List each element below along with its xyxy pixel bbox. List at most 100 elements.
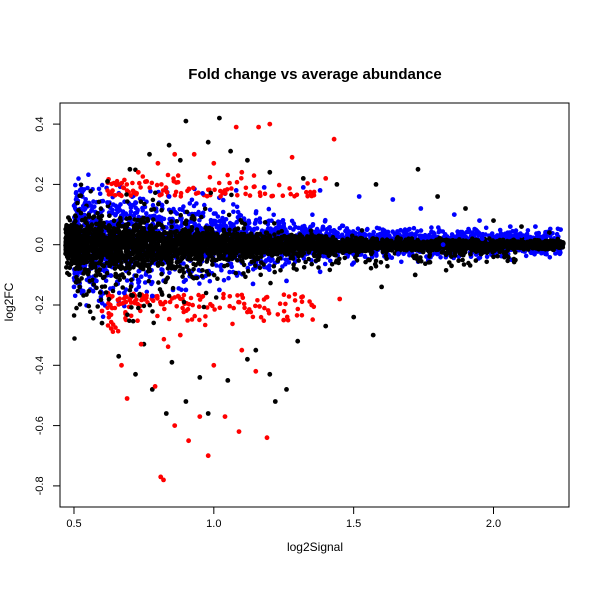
data-point bbox=[235, 193, 240, 198]
data-point bbox=[134, 297, 139, 302]
data-point bbox=[505, 230, 510, 235]
data-point bbox=[281, 292, 287, 298]
data-point bbox=[304, 189, 309, 195]
data-point bbox=[294, 192, 300, 198]
data-point bbox=[172, 209, 178, 215]
data-point bbox=[118, 202, 123, 207]
data-point bbox=[227, 303, 232, 309]
data-point bbox=[167, 270, 172, 276]
data-point bbox=[234, 204, 240, 210]
data-point bbox=[528, 234, 533, 240]
data-point bbox=[554, 231, 560, 237]
data-point bbox=[202, 322, 208, 328]
data-point bbox=[169, 224, 174, 230]
data-point bbox=[221, 197, 226, 203]
data-point bbox=[172, 192, 178, 198]
data-point bbox=[113, 212, 118, 218]
data-point bbox=[287, 225, 293, 231]
data-point bbox=[179, 287, 184, 293]
data-point bbox=[235, 258, 240, 263]
data-point bbox=[294, 313, 300, 318]
data-point bbox=[115, 206, 121, 212]
data-point bbox=[124, 188, 130, 193]
data-point bbox=[466, 228, 472, 233]
data-point bbox=[431, 233, 437, 239]
data-point bbox=[190, 302, 195, 308]
data-point bbox=[197, 297, 203, 302]
data-point bbox=[257, 219, 263, 225]
data-point bbox=[170, 253, 176, 259]
data-point bbox=[181, 292, 187, 298]
data-point bbox=[77, 188, 83, 193]
data-point bbox=[484, 254, 490, 259]
data-point bbox=[234, 179, 240, 185]
data-point bbox=[308, 224, 313, 230]
data-point bbox=[167, 299, 173, 305]
data-point bbox=[270, 257, 275, 262]
data-point bbox=[324, 227, 330, 232]
data-point bbox=[257, 190, 263, 195]
data-point bbox=[164, 189, 170, 195]
data-point bbox=[147, 274, 152, 280]
data-point bbox=[142, 297, 147, 302]
data-point bbox=[295, 306, 301, 312]
data-point bbox=[185, 318, 190, 323]
data-point bbox=[147, 185, 152, 190]
data-point bbox=[99, 182, 105, 188]
data-point bbox=[73, 190, 79, 196]
data-point bbox=[72, 293, 78, 299]
data-point bbox=[166, 254, 171, 259]
data-point bbox=[548, 226, 553, 232]
data-point bbox=[280, 264, 285, 269]
data-point bbox=[128, 300, 134, 305]
data-point bbox=[288, 191, 294, 197]
data-point bbox=[362, 253, 368, 259]
data-point bbox=[139, 274, 144, 280]
data-point bbox=[292, 298, 298, 303]
data-point bbox=[227, 269, 232, 275]
data-point bbox=[253, 217, 259, 223]
data-point bbox=[143, 272, 149, 277]
data-point bbox=[301, 226, 306, 231]
data-point bbox=[287, 186, 292, 191]
data-point bbox=[367, 232, 373, 238]
data-point bbox=[250, 314, 256, 320]
data-point bbox=[67, 265, 73, 271]
data-point bbox=[189, 197, 195, 203]
data-point bbox=[155, 217, 161, 222]
data-point bbox=[322, 261, 328, 267]
data-point bbox=[280, 193, 286, 198]
data-point bbox=[140, 174, 146, 179]
data-point bbox=[346, 229, 351, 235]
data-point bbox=[395, 229, 400, 234]
data-point bbox=[243, 191, 248, 197]
data-point bbox=[252, 184, 257, 189]
data-point bbox=[214, 263, 219, 268]
data-point bbox=[266, 264, 271, 270]
data-point bbox=[73, 197, 79, 202]
data-point bbox=[262, 305, 267, 311]
data-point bbox=[217, 305, 223, 311]
data-point bbox=[292, 292, 298, 297]
data-point bbox=[239, 176, 244, 181]
data-point bbox=[283, 227, 288, 232]
data-point bbox=[389, 255, 395, 260]
data-point bbox=[438, 254, 443, 260]
data-point bbox=[162, 306, 167, 312]
data-point bbox=[241, 301, 247, 307]
data-point bbox=[523, 253, 529, 259]
data-point bbox=[197, 317, 202, 323]
data-point bbox=[192, 313, 197, 319]
data-point bbox=[128, 209, 134, 214]
data-point bbox=[277, 301, 283, 307]
data-point bbox=[265, 308, 271, 313]
data-point bbox=[276, 182, 282, 188]
data-point bbox=[336, 234, 342, 240]
data-point bbox=[284, 314, 290, 320]
data-point bbox=[175, 173, 181, 178]
point-cloud bbox=[63, 167, 566, 350]
data-point bbox=[76, 176, 81, 181]
data-point bbox=[236, 299, 241, 305]
data-point bbox=[221, 291, 226, 297]
